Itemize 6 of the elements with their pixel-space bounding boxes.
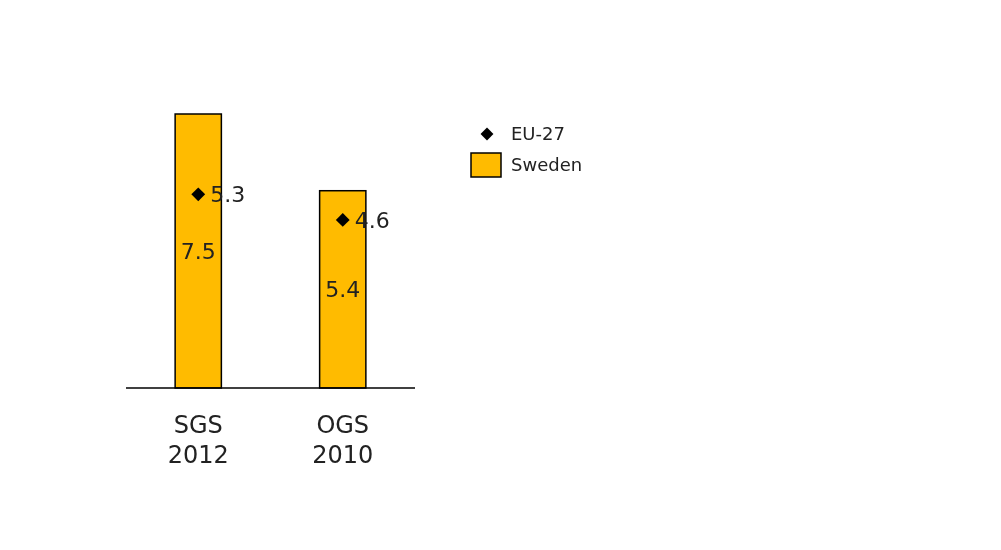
- x-tick-label: OGS 2010: [312, 411, 374, 469]
- x-tick-label: SGS 2012: [167, 411, 229, 469]
- legend-label: Sweden: [511, 154, 583, 176]
- data-label: 7.5: [180, 238, 216, 264]
- legend-label: EU-27: [511, 123, 565, 145]
- data-label: 5.4: [325, 277, 361, 303]
